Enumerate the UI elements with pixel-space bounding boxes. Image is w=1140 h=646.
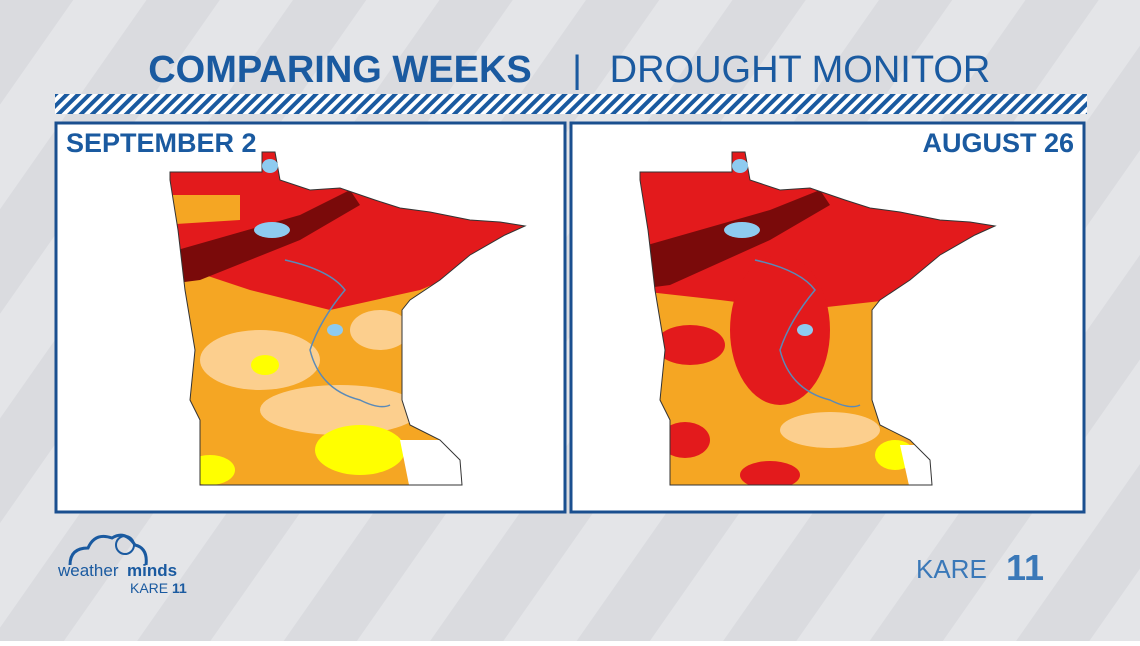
title-light: DROUGHT MONITOR (610, 49, 991, 91)
logo-station: KARE (916, 554, 987, 584)
logo-station: KARE (130, 580, 168, 596)
hatch-band (55, 94, 1087, 114)
logo-number: 11 (172, 580, 187, 596)
kare11-logo: KARE 11 (916, 547, 1044, 588)
title-separator: | (572, 49, 582, 91)
panel-label: SEPTEMBER 2 (66, 128, 257, 158)
title-bold: COMPARING WEEKS (148, 49, 532, 91)
logo-word: weather (57, 561, 119, 580)
weatherminds-logo: weather minds KARE 11 (57, 533, 187, 596)
logo-number: 11 (1006, 547, 1044, 588)
panel-label: AUGUST 26 (922, 128, 1074, 158)
logo-word: minds (127, 561, 177, 580)
